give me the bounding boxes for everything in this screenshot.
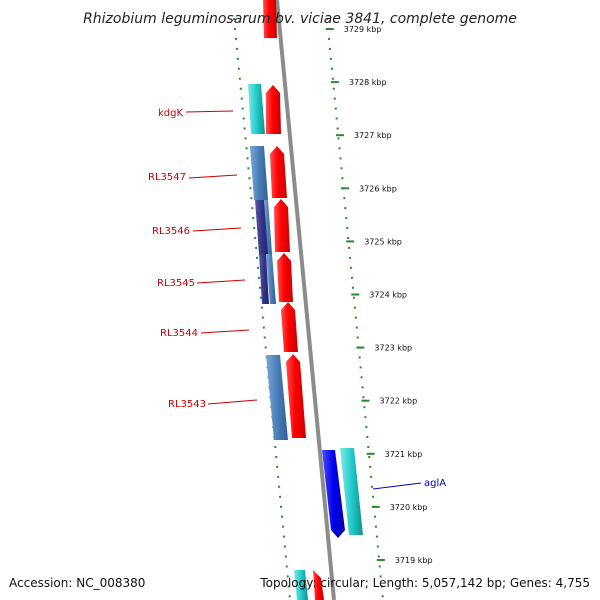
tick-label: 3722 kbp — [380, 397, 418, 406]
gene-feature — [248, 84, 265, 134]
topology-text: Topology: circular; Length: 5,057,142 bp… — [259, 576, 590, 590]
gene-label-rl3545: RL3545 — [157, 278, 195, 289]
gene-feature — [264, 200, 272, 254]
tick-label: 3720 kbp — [390, 503, 428, 512]
gene-feature — [259, 254, 269, 304]
tick-label: 3727 kbp — [354, 131, 392, 140]
label-leader-line — [188, 174, 238, 179]
accession-text: Accession: NC_008380 — [9, 576, 145, 590]
gene-label-kdgk: kdgK — [158, 108, 183, 119]
gene-feature — [286, 354, 306, 438]
tick-label: 3729 kbp — [344, 25, 382, 34]
gene-label-rl3544: RL3544 — [160, 328, 198, 339]
map-title: Rhizobium leguminosarum bv. viciae 3841,… — [83, 11, 517, 27]
gene-label-rl3543: RL3543 — [168, 399, 206, 410]
label-leader-line — [207, 399, 258, 405]
gene-feature — [270, 146, 287, 198]
gene-feature — [281, 302, 298, 352]
gene-feature — [274, 199, 290, 252]
gene-feature — [322, 450, 345, 538]
tick-label: 3721 kbp — [385, 450, 423, 459]
gene-label-agla: aglA — [424, 478, 446, 489]
gene-feature — [266, 85, 281, 134]
tick-label: 3719 kbp — [395, 556, 433, 565]
tick-label: 3726 kbp — [359, 184, 397, 193]
gene-feature — [263, 0, 277, 38]
gene-label-rl3547: RL3547 — [148, 172, 186, 183]
tick-label: 3728 kbp — [349, 78, 387, 87]
gene-feature — [250, 146, 268, 200]
gene-feature — [277, 253, 293, 302]
gene-feature — [266, 254, 276, 304]
label-leader-line — [196, 279, 246, 284]
label-leader-line — [200, 329, 250, 334]
tick-marks: 3729 kbp 3728 kbp 3727 kbp 3726 kbp 3725 kbp… — [325, 25, 433, 565]
gene-feature — [266, 355, 288, 440]
gene-feature — [255, 200, 269, 254]
gene-label-rl3546: RL3546 — [152, 226, 190, 237]
label-leader-line — [192, 227, 242, 232]
tick-label: 3725 kbp — [364, 237, 402, 246]
tick-label: 3723 kbp — [374, 344, 412, 353]
genome-backbone — [275, 0, 336, 600]
tick-label: 3724 kbp — [369, 291, 407, 300]
gene-feature — [340, 448, 363, 535]
gene-feature — [313, 570, 324, 600]
gene-feature — [294, 570, 308, 600]
label-leader-line — [372, 482, 422, 490]
label-leader-line — [185, 110, 234, 113]
